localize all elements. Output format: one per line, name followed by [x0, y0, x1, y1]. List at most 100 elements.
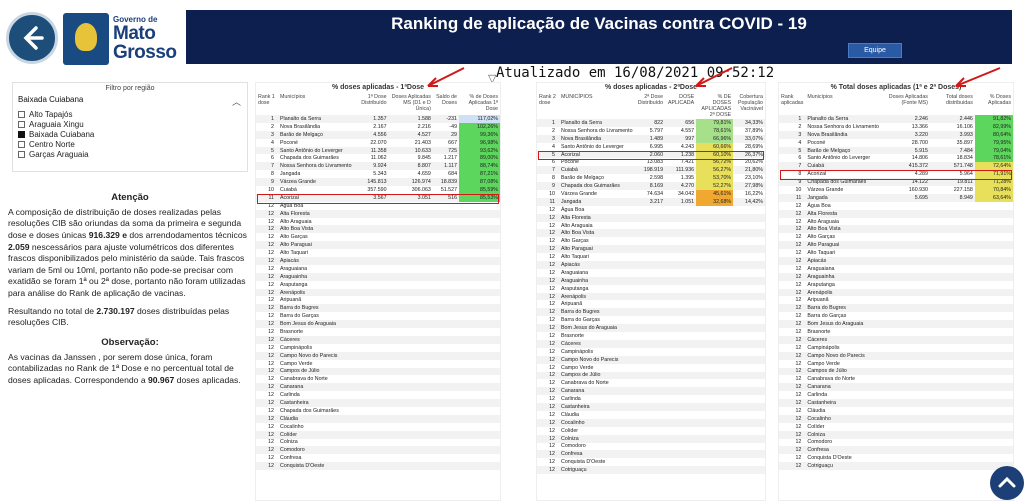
table-row[interactable]: 7 Cuiabá 198.919 111.936 56,27% 21,80%	[537, 166, 765, 175]
table-row[interactable]: 12 Alto Paraguai	[779, 241, 1013, 250]
table-row[interactable]: 12 Bom Jesus do Araguaia	[537, 324, 765, 333]
back-button[interactable]	[6, 12, 58, 64]
table-row[interactable]: 12 Alto Taquari	[256, 249, 500, 257]
table-row[interactable]: 12 Alto Taquari	[537, 253, 765, 261]
table-row[interactable]: 12 Campinápolis	[256, 344, 500, 352]
column-header[interactable]: Rank 1 dose	[258, 94, 275, 106]
filter-option[interactable]: Garças Araguaia	[18, 149, 94, 159]
table-row[interactable]: 8 Jangada 5.343 4.659 684 87,21%	[256, 170, 500, 179]
table-row[interactable]: 12 Arenápolis	[779, 288, 1013, 297]
table-row[interactable]: 12 Campo Novo do Parecis	[537, 355, 765, 364]
region-filter[interactable]: Filtro por região Baixada Cuiabana ︿ Alt…	[12, 82, 248, 172]
table-row[interactable]: 12 Canarana	[779, 383, 1013, 392]
table-row[interactable]: 12 Alto Boa Vista	[537, 229, 765, 238]
column-header[interactable]: Rank 2 dose	[539, 94, 556, 106]
table-row[interactable]: 12 Colniza	[256, 439, 500, 447]
table-row[interactable]: 1 Planalto da Serra 1.357 1.588 -231 117,02%	[256, 115, 500, 123]
table-row[interactable]: 12 Alto Araguaia	[256, 218, 500, 226]
table-row[interactable]: 12 Alto Garças	[779, 233, 1013, 241]
table-row[interactable]: 10 Cuiabá 357.590 306.063 51.527 85,59%	[256, 186, 500, 194]
table-row[interactable]: 12 Confresa	[537, 450, 765, 459]
table-row[interactable]: 12 Alto Paraguai	[537, 245, 765, 254]
table-row[interactable]: 12 Campo Novo do Parecis	[779, 351, 1013, 360]
table-row[interactable]: 12 Cláudia	[779, 407, 1013, 415]
table-row[interactable]: 10 Várzea Grande 74.634 34.042 45,61% 16,22%	[537, 190, 765, 198]
table-row[interactable]: 12 Comodoro	[537, 443, 765, 451]
table-row[interactable]: 12 Campo Novo do Parecis	[256, 351, 500, 360]
table-row[interactable]: 12 Brasnorte	[537, 332, 765, 340]
table-row[interactable]: 12 Carlinda	[779, 391, 1013, 399]
table-row[interactable]: 12 Alto Araguaia	[779, 218, 1013, 226]
table-row[interactable]: 6 Santo Antônio do Leverger 14.806 18.834 78…	[779, 154, 1013, 163]
table-row[interactable]: 12 Comodoro	[779, 439, 1013, 447]
table-row[interactable]: 12 Apiacás	[779, 257, 1013, 265]
table-row[interactable]: 12 Araguaiana	[537, 269, 765, 277]
table-row[interactable]: 12 Barra do Garças	[537, 316, 765, 324]
table-row[interactable]: 12 Bom Jesus do Araguaia	[779, 320, 1013, 329]
column-header[interactable]: % de Doses Aplicadas 1ª Dose	[468, 94, 498, 112]
table-row[interactable]: 12 Cocalinho	[537, 418, 765, 427]
filter-selected-value[interactable]: Baixada Cuiabana	[18, 95, 84, 104]
table-row[interactable]: 1 Planalto da Serra 2.246 2.446 91,82%	[779, 115, 1013, 123]
table-row[interactable]: 10 Várzea Grande 160.930 227.158 70,84%	[779, 186, 1013, 194]
filter-icon[interactable]: ▽	[488, 73, 497, 85]
table-row[interactable]: 12 Colíder	[779, 423, 1013, 431]
equipe-button[interactable]: Equipe	[848, 43, 902, 58]
table-row[interactable]: 12 Barra do Garças	[779, 312, 1013, 320]
column-header[interactable]: Doses Aplicadas (Fonte MS)	[888, 94, 928, 106]
table-row[interactable]: 12 Campinápolis	[537, 348, 765, 356]
table-row[interactable]: 12 Alta Floresta	[537, 213, 765, 222]
table-row[interactable]: 12 Araguainha	[537, 276, 765, 285]
table-row[interactable]: 12 Barra do Bugres	[256, 304, 500, 313]
table-row[interactable]: 12 Canabrava do Norte	[779, 375, 1013, 383]
table-row[interactable]: 12 Barra do Bugres	[537, 308, 765, 317]
column-header[interactable]: 1ª Dose Distribuído	[361, 94, 387, 106]
table-row[interactable]: 5 Santo Antônio do Leverger 11.358 10.633 72…	[256, 146, 500, 155]
table-row[interactable]: 12 Cotriguaçu	[779, 462, 1013, 471]
table-row[interactable]: 2 Nossa Senhora do Livramento 13.366 16.106…	[779, 122, 1013, 131]
table-row[interactable]: 4 Poconé 22.070 21.403 667 96,98%	[256, 138, 500, 147]
table-row[interactable]: 12 Alto Garças	[256, 233, 500, 241]
table-row[interactable]: 12 Aripuanã	[256, 296, 500, 304]
table-row[interactable]: 3 Nova Brasilândia 3.220 3.993 80,64%	[779, 130, 1013, 139]
table-row[interactable]: 12 Alto Boa Vista	[256, 225, 500, 234]
table-row[interactable]: 12 Araguaiana	[779, 265, 1013, 273]
table-row[interactable]: 9 Várzea Grande 145.813 126.974 18.839 87,08%	[256, 178, 500, 187]
table-row[interactable]: 12 Água Boa	[256, 202, 500, 210]
checkbox-icon[interactable]	[18, 150, 25, 158]
table-row[interactable]: 2 Nova Brasilândia 2.167 2.216 -49 102,26%	[256, 122, 500, 131]
table-row[interactable]: 12 Campinápolis	[779, 344, 1013, 352]
table-row[interactable]: 12 Castanheira	[256, 399, 500, 407]
table-row[interactable]: 12 Alta Floresta	[256, 209, 500, 218]
table-row[interactable]: 12 Araputanga	[256, 281, 500, 289]
table-row[interactable]: 12 Canabrava do Norte	[537, 379, 765, 387]
table-row[interactable]: 12 Cáceres	[256, 335, 500, 344]
table-row[interactable]: 12 Comodoro	[256, 446, 500, 455]
table-row[interactable]: 12 Brasnorte	[256, 328, 500, 336]
checkbox-icon[interactable]	[18, 110, 25, 118]
table-row[interactable]: 12 Cotriguaçu	[537, 466, 765, 475]
table-row[interactable]: 12 Arenápolis	[256, 288, 500, 297]
column-header[interactable]: Municípios	[807, 94, 833, 100]
table-row[interactable]: 12 Carlinda	[256, 391, 500, 399]
table-row[interactable]: 12 Carlinda	[537, 395, 765, 403]
chevron-up-icon[interactable]: ︿	[231, 97, 241, 107]
table-row-highlighted[interactable]: 5 Acorizal 2.060 1.238 60,10% 26,37%	[537, 150, 765, 159]
table-row[interactable]: 9 Chapada dos Guimarães 14.122 19.811 71,28%	[779, 178, 1013, 187]
table-row[interactable]: 12 Colniza	[537, 434, 765, 443]
table-row[interactable]: 12 Araputanga	[779, 281, 1013, 289]
table-row[interactable]: 3 Barão de Melgaço 4.556 4.527 29 99,36%	[256, 130, 500, 139]
table-row[interactable]: 12 Alto Paraguai	[256, 241, 500, 250]
table-row[interactable]: 3 Nova Brasilândia 1.489 997 66,96% 33,07%	[537, 134, 765, 143]
table-row[interactable]: 12 Araguainha	[256, 272, 500, 281]
table-row[interactable]: 12 Conquista D'Oeste	[256, 462, 500, 471]
table-row[interactable]: 12 Campo Verde	[779, 360, 1013, 368]
table-row[interactable]: 12 Água Boa	[779, 202, 1013, 210]
table-row[interactable]: 7 Nossa Senhora do Livramento 9.924 8.807 1.…	[256, 162, 500, 171]
checkbox-icon[interactable]	[18, 140, 25, 148]
checkbox-icon[interactable]	[18, 120, 25, 128]
table-row[interactable]: 12 Colíder	[537, 427, 765, 435]
table-row[interactable]: 12 Araguainha	[779, 272, 1013, 281]
checkbox-icon[interactable]	[18, 130, 25, 138]
table-row-highlighted[interactable]: 8 Acorizal 4.289 5.964 71,91%	[779, 170, 1013, 179]
